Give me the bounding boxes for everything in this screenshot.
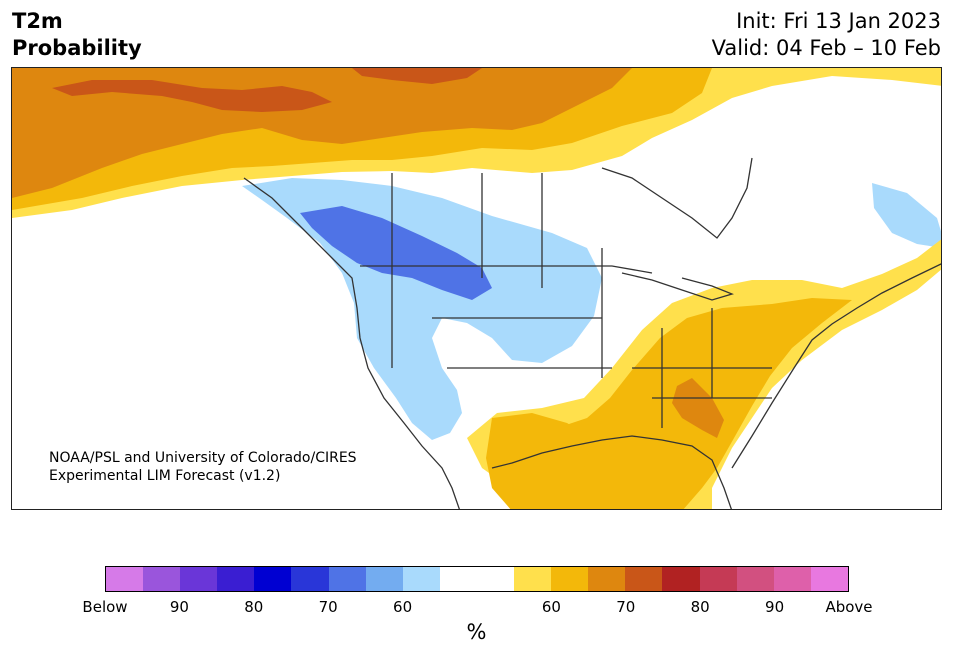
credit-line-2: Experimental LIM Forecast (v1.2) <box>49 468 281 484</box>
colorbar-segment <box>328 567 366 591</box>
colorbar-tick-label: 70 <box>616 598 636 616</box>
coastlines <box>243 157 941 509</box>
warm-70-north <box>12 68 632 198</box>
title-line-1: T2m <box>12 9 63 33</box>
colorbar-unit: % <box>466 620 487 644</box>
credit-line-1: NOAA/PSL and University of Colorado/CIRE… <box>49 450 357 466</box>
colorbar-segment <box>736 567 774 591</box>
cold-60-west <box>242 178 602 440</box>
colorbar-tick-label: 90 <box>765 598 785 616</box>
colorbar-tick-label: Below <box>82 598 128 616</box>
colorbar-segment <box>588 567 626 591</box>
colorbar-segment <box>625 567 663 591</box>
state-lines-2 <box>601 248 772 428</box>
colorbar-segment <box>106 567 144 591</box>
colorbar-segment <box>551 567 589 591</box>
warm-65-texas <box>486 413 592 509</box>
map-title: T2m Probability <box>12 8 142 62</box>
colorbar-segment <box>773 567 811 591</box>
colorbar-segment <box>439 567 477 591</box>
colorbar-segment <box>514 567 552 591</box>
colorbar-ticks: Below 90 80 70 60 60 70 80 90 Above <box>82 598 872 618</box>
colorbar-segment <box>254 567 292 591</box>
hudson-bay <box>601 157 753 239</box>
warm-75-north <box>52 80 332 112</box>
cold-60-labrador <box>872 183 941 248</box>
great-lakes <box>621 272 734 301</box>
colorbar-segment <box>291 567 329 591</box>
state-lines-1 <box>391 173 612 369</box>
colorbar-tick-label: 80 <box>690 598 710 616</box>
pacific-coast <box>243 177 460 509</box>
gulf-coast <box>491 435 732 509</box>
colorbar-tick-label: 80 <box>244 598 264 616</box>
colorbar-segment <box>810 567 848 591</box>
colorbar-tick-label: 60 <box>393 598 413 616</box>
colorbar-segment <box>662 567 700 591</box>
colorbar-tick-label: 90 <box>169 598 189 616</box>
probability-map <box>11 67 942 510</box>
forecast-dates: Init: Fri 13 Jan 2023 Valid: 04 Feb – 10… <box>712 8 941 62</box>
title-line-2: Probability <box>12 36 142 60</box>
colorbar-tick-label: 60 <box>541 598 561 616</box>
valid-range: Valid: 04 Feb – 10 Feb <box>711 36 941 60</box>
warm-75-northeast <box>352 68 482 84</box>
cold-70-west <box>300 206 492 300</box>
atlantic-coast <box>731 263 941 469</box>
colorbar-tick-label: 70 <box>318 598 338 616</box>
colorbar-segment <box>217 567 255 591</box>
canada-us-border <box>360 265 653 274</box>
colorbar-segment <box>365 567 403 591</box>
credit-note: NOAA/PSL and University of Colorado/CIRE… <box>49 449 357 485</box>
colorbar-segment <box>180 567 218 591</box>
colorbar-segment <box>699 567 737 591</box>
colorbar-segment <box>143 567 181 591</box>
map-canvas <box>12 68 941 509</box>
colorbar <box>105 566 849 592</box>
colorbar-tick-label: Above <box>825 598 873 616</box>
warm-70-southeast <box>672 378 724 438</box>
init-date: Init: Fri 13 Jan 2023 <box>736 9 941 33</box>
colorbar-segment <box>402 567 440 591</box>
colorbar-segment <box>476 567 515 591</box>
